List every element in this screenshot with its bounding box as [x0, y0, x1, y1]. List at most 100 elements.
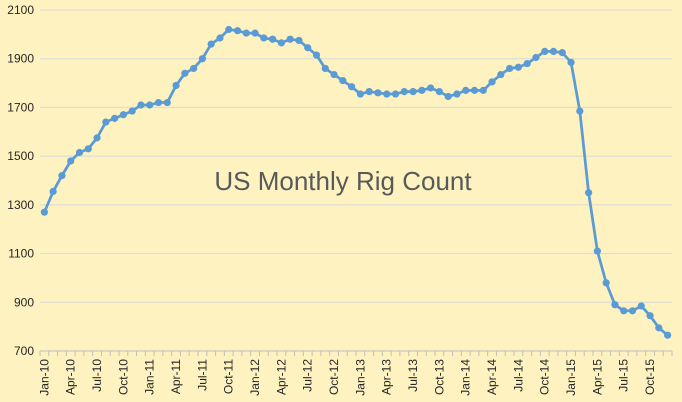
- x-tick-label: Jan-15: [564, 359, 578, 396]
- data-point: [611, 301, 619, 309]
- x-tick-label: Apr-14: [485, 359, 499, 395]
- data-point: [190, 64, 198, 73]
- gridlines: [40, 9, 672, 303]
- data-point: [181, 69, 189, 77]
- data-point: [646, 312, 654, 320]
- x-tick-label: Jan-13: [353, 359, 367, 396]
- data-point: [602, 279, 610, 287]
- data-point: [541, 47, 549, 56]
- x-tick-label: Jul-15: [617, 359, 631, 392]
- data-point: [225, 25, 233, 34]
- data-point: [172, 81, 180, 90]
- data-point: [567, 58, 575, 66]
- y-tick-labels: 700 900 1100 1300 1500 1700 1900 2100: [7, 3, 34, 358]
- data-point: [198, 55, 206, 63]
- y-tick-label: 1100: [8, 247, 34, 261]
- data-point: [251, 29, 259, 37]
- data-point: [207, 40, 215, 48]
- data-point: [409, 87, 417, 96]
- data-point: [233, 27, 242, 35]
- x-tick-label: Oct-15: [643, 359, 657, 395]
- data-point: [655, 324, 663, 332]
- data-point: [339, 77, 347, 85]
- chart-title: US Monthly Rig Count: [214, 166, 472, 196]
- x-tick-label: Apr-15: [590, 359, 604, 395]
- x-tick-label: Jan-14: [459, 359, 473, 396]
- x-tick-label: Apr-13: [380, 359, 394, 395]
- x-tick-label: Jan-12: [248, 359, 262, 396]
- data-point: [84, 145, 92, 153]
- data-point: [260, 34, 268, 42]
- x-tick-label: Oct-14: [538, 359, 552, 395]
- x-tick-labels: Jan-10 Apr-10 Jul-10 Oct-10 Jan-11 Apr-11 Jul-…: [37, 359, 657, 396]
- data-point: [154, 98, 163, 107]
- x-tick-label: Apr-10: [64, 359, 78, 395]
- data-point: [128, 107, 136, 115]
- data-point: [558, 49, 566, 57]
- x-tick-label: Jan-11: [143, 359, 157, 395]
- data-point: [400, 87, 408, 96]
- data-point: [374, 89, 382, 97]
- x-tick-label: Jul-11: [195, 359, 209, 391]
- data-point: [49, 187, 57, 196]
- data-point: [242, 29, 250, 37]
- data-point: [40, 208, 48, 216]
- data-point: [523, 59, 531, 68]
- data-point: [391, 90, 400, 98]
- data-point: [365, 87, 373, 96]
- x-tick-label: Apr-12: [274, 359, 288, 395]
- data-point: [637, 302, 645, 310]
- x-tick-label: Oct-13: [432, 359, 446, 395]
- data-point: [312, 51, 321, 59]
- data-point: [497, 70, 505, 79]
- x-tick-label: Jul-14: [511, 359, 525, 392]
- data-point: [628, 307, 637, 315]
- data-point: [479, 86, 487, 94]
- data-point: [549, 47, 558, 56]
- data-point: [146, 101, 154, 109]
- y-tick-label: 1700: [7, 100, 34, 114]
- x-tick-label: Jul-13: [406, 359, 420, 392]
- data-point: [330, 70, 338, 79]
- data-point: [119, 111, 127, 119]
- x-tick-label: Apr-11: [169, 359, 183, 394]
- data-point: [163, 98, 171, 107]
- data-point: [444, 92, 452, 101]
- x-tick-label: Jul-12: [301, 359, 315, 392]
- data-point: [277, 39, 285, 47]
- data-point: [93, 134, 101, 142]
- data-point: [453, 90, 461, 98]
- data-point: [585, 189, 593, 197]
- data-point: [286, 35, 294, 43]
- data-point: [506, 64, 514, 73]
- data-point: [321, 64, 329, 73]
- y-tick-label: 1500: [7, 149, 34, 163]
- data-point: [664, 331, 672, 339]
- data-point: [462, 86, 470, 94]
- data-point: [102, 118, 110, 126]
- data-point: [216, 34, 224, 42]
- data-point: [418, 86, 426, 94]
- data-point: [356, 90, 364, 98]
- x-tick-label: Jul-10: [90, 359, 104, 392]
- y-tick-label: 1300: [7, 198, 34, 212]
- data-point: [75, 148, 84, 157]
- data-point: [427, 84, 435, 92]
- data-point: [514, 63, 522, 71]
- data-point: [111, 114, 119, 122]
- data-point: [435, 87, 443, 96]
- data-point: [576, 107, 584, 115]
- data-point: [67, 157, 75, 165]
- data-point: [620, 307, 628, 315]
- axes: [39, 350, 673, 356]
- data-point: [488, 78, 496, 86]
- data-point: [470, 86, 479, 94]
- y-tick-label: 2100: [7, 3, 34, 17]
- y-tick-label: 1900: [7, 52, 34, 66]
- data-point: [58, 172, 66, 180]
- y-tick-label: 700: [14, 344, 34, 358]
- x-tick-label: Jan-10: [37, 359, 51, 396]
- series-points: [40, 25, 672, 339]
